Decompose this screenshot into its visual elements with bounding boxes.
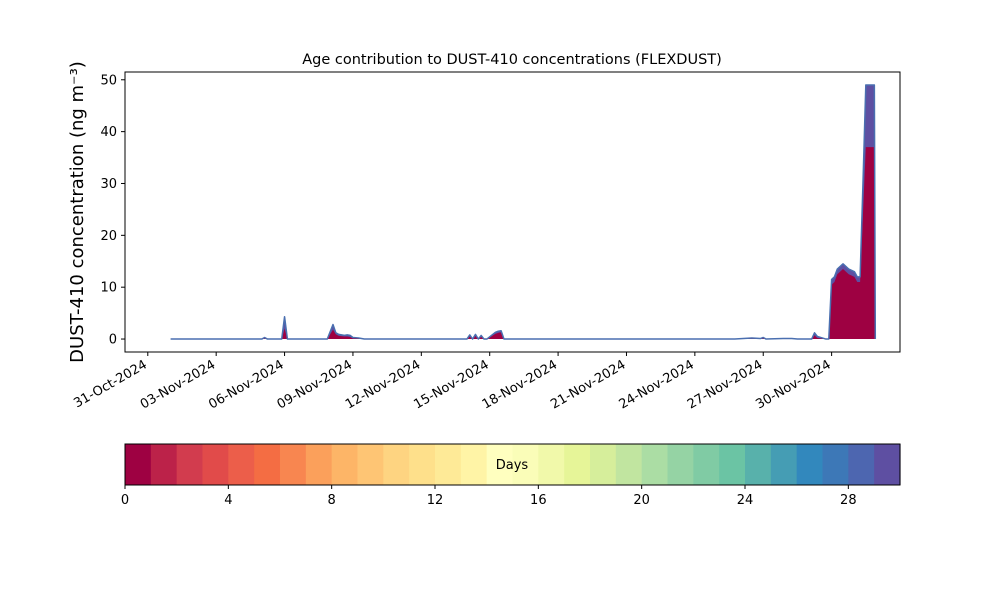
area-age-0-1-days	[170, 147, 876, 340]
colorbar-tick-label: 24	[737, 493, 754, 508]
x-axis-ticks: 31-Oct-202403-Nov-202406-Nov-202409-Nov-…	[71, 352, 834, 412]
colorbar-cell	[383, 444, 410, 485]
colorbar-cell	[667, 444, 694, 485]
colorbar-cell	[564, 444, 591, 485]
x-tick-label: 12-Nov-2024	[343, 357, 423, 412]
x-tick-label: 03-Nov-2024	[138, 357, 218, 412]
colorbar-cell	[874, 444, 901, 485]
x-tick-label: 31-Oct-2024	[71, 357, 149, 411]
colorbar-cell	[357, 444, 384, 485]
colorbar-cell	[512, 444, 539, 485]
colorbar-cell	[590, 444, 617, 485]
x-tick-label: 06-Nov-2024	[206, 357, 286, 412]
y-axis-label: DUST-410 concentration (ng m⁻³)	[67, 61, 88, 363]
colorbar-cell	[202, 444, 229, 485]
x-tick-label: 21-Nov-2024	[548, 357, 628, 412]
colorbar-tick-label: 28	[840, 493, 857, 508]
colorbar-tick-label: 0	[121, 493, 129, 508]
colorbar-cell	[435, 444, 462, 485]
colorbar-cell	[176, 444, 204, 485]
colorbar-cell	[615, 444, 643, 485]
colorbar: Days 0 4 8 12 16 20 24 28	[121, 443, 901, 508]
colorbar-label: Days	[496, 458, 529, 473]
colorbar-cell	[796, 444, 824, 485]
y-tick-label: 10	[100, 281, 117, 296]
x-tick-label: 15-Nov-2024	[411, 357, 491, 412]
colorbar-tick-label: 20	[633, 493, 650, 508]
y-tick-label: 40	[100, 125, 117, 140]
colorbar-cell	[280, 444, 307, 485]
colorbar-cell	[770, 444, 798, 485]
colorbar-cells	[125, 444, 901, 485]
plot-area	[124, 71, 901, 353]
colorbar-cell	[538, 444, 565, 485]
y-tick-label: 50	[100, 73, 117, 88]
x-tick-label: 18-Nov-2024	[480, 357, 560, 412]
colorbar-cell	[693, 444, 720, 485]
colorbar-cell	[305, 444, 333, 485]
plot-frame	[124, 71, 901, 353]
x-tick-label: 09-Nov-2024	[275, 357, 355, 412]
colorbar-cell	[228, 444, 255, 485]
chart-title: Age contribution to DUST-410 concentrati…	[302, 52, 722, 68]
age-contribution-areas	[170, 84, 876, 340]
colorbar-cell	[125, 444, 152, 485]
colorbar-cell	[150, 444, 178, 485]
colorbar-cell	[848, 444, 875, 485]
colorbar-cell	[460, 444, 488, 485]
x-tick-label: 30-Nov-2024	[753, 357, 833, 412]
y-tick-label: 0	[109, 333, 117, 348]
x-tick-label: 24-Nov-2024	[617, 357, 697, 412]
colorbar-tick-label: 16	[530, 493, 547, 508]
colorbar-ticks: 0 4 8 12 16 20 24 28	[121, 485, 857, 508]
series-lines	[170, 84, 877, 340]
y-tick-label: 30	[100, 177, 117, 192]
colorbar-frame	[124, 443, 901, 486]
colorbar-cell	[409, 444, 436, 485]
line-total-concentration	[170, 84, 877, 340]
colorbar-tick-label: 12	[427, 493, 444, 508]
colorbar-tick-label: 4	[224, 493, 232, 508]
x-tick-label: 27-Nov-2024	[685, 357, 765, 412]
y-axis-ticks: 0 10 20 30 40 50	[100, 73, 125, 348]
y-tick-label: 20	[100, 229, 117, 244]
colorbar-cell	[719, 444, 746, 485]
colorbar-cell	[331, 444, 359, 485]
area-total-all-ages	[170, 84, 876, 340]
colorbar-cell	[486, 444, 514, 485]
colorbar-cell	[641, 444, 669, 485]
colorbar-tick-label: 8	[328, 493, 336, 508]
colorbar-cell	[745, 444, 772, 485]
colorbar-cell	[254, 444, 281, 485]
colorbar-cell	[822, 444, 849, 485]
